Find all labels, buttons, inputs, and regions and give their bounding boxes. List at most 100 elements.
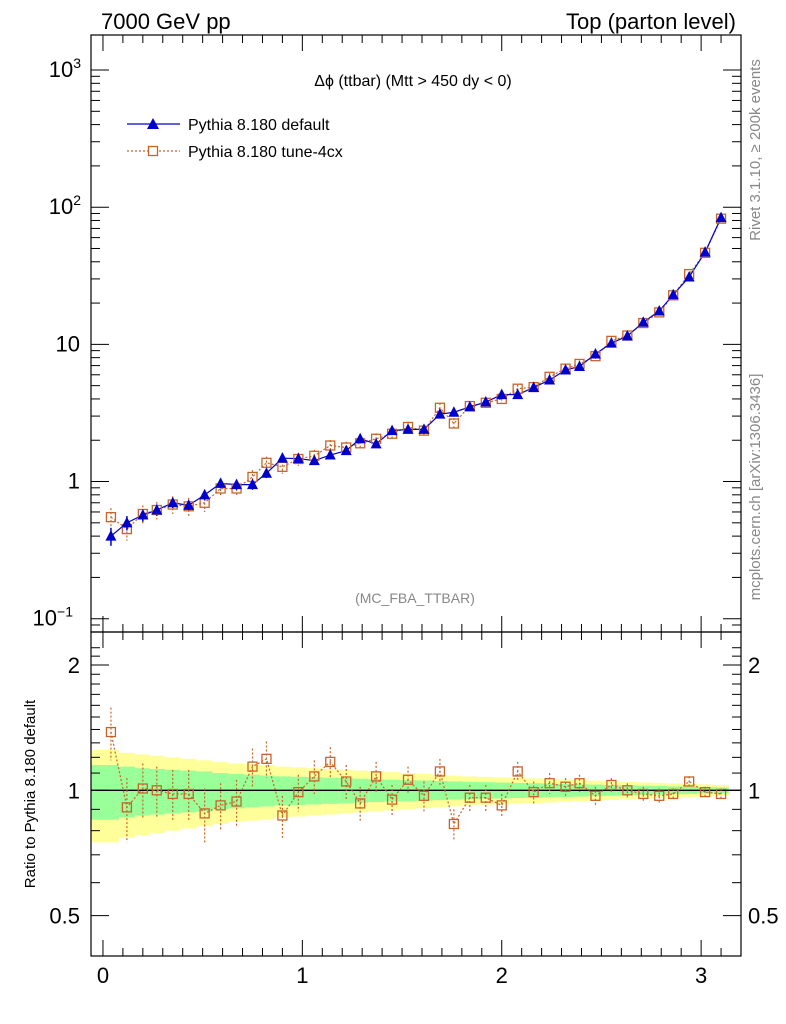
ratio-xtick-label: 3 — [695, 963, 707, 988]
marker-default — [231, 478, 243, 490]
main-axes: 10−1 1 10 102 103 — [33, 35, 741, 632]
ratio-marker-tune — [309, 771, 320, 782]
marker-default — [151, 504, 163, 515]
ratio-ytick-label-right: 1 — [748, 778, 760, 803]
marker-default — [637, 316, 649, 327]
marker-default — [386, 424, 398, 436]
band-inner — [196, 771, 213, 812]
mcplots-label: mcplots.cern.ch [arXiv:1306.3436] — [747, 374, 764, 601]
marker-default — [199, 488, 211, 500]
ratio-marker-tune — [638, 788, 649, 800]
legend-marker-tune — [147, 145, 159, 157]
marker-default — [715, 211, 727, 223]
marker-default — [667, 288, 679, 300]
ratio-marker-tune — [512, 766, 523, 777]
ratio-ytick-label-left: 1 — [68, 778, 80, 803]
main-ytick-label: 10 — [56, 331, 80, 356]
marker-default — [560, 364, 572, 375]
marker-default — [448, 406, 460, 417]
marker-default — [308, 454, 320, 466]
main-ytick-label: 10−1 — [33, 604, 74, 631]
chart-title: Δϕ (ttbar) (Mtt > 450 dy < 0) — [314, 73, 512, 90]
ratio-marker-tune — [434, 766, 446, 777]
marker-default — [105, 530, 117, 541]
marker-default — [292, 452, 304, 464]
main-ytick-label: 103 — [49, 55, 81, 82]
marker-default — [418, 423, 430, 434]
marker-default — [354, 432, 366, 444]
marker-default — [121, 516, 133, 528]
ratio-marker-tune — [325, 756, 336, 768]
band-inner — [259, 775, 275, 807]
marker-default — [544, 373, 556, 385]
main-panel: 10−1 1 10 102 103 Δϕ (ttbar) (Mtt > 450 dy <… — [33, 34, 742, 633]
rivet-label: Rivet 3.1.10, ≥ 200k events — [747, 59, 764, 241]
ratio-marker-tune — [654, 790, 665, 801]
marker-default — [247, 478, 259, 490]
ratio-marker-tune — [684, 776, 695, 787]
marker-default — [370, 437, 382, 449]
ratio-marker-tune — [699, 786, 711, 798]
legend-label-default: Pythia 8.180 default — [188, 117, 330, 134]
ratio-marker-tune — [464, 792, 475, 803]
marker-default — [699, 246, 711, 257]
watermark-label: (MC_FBA_TTBAR) — [355, 590, 475, 606]
ratio-marker-tune — [528, 786, 539, 798]
ratio-marker-tune — [386, 794, 398, 805]
marker-default — [137, 509, 149, 520]
ratio-marker-tune — [121, 802, 133, 813]
marker-default — [683, 270, 695, 282]
header-left-label: 7000 GeV pp — [101, 9, 231, 34]
legend: Pythia 8.180 default Pythia 8.180 tune-4… — [127, 117, 343, 161]
ratio-marks — [91, 707, 741, 843]
ratio-marker-tune — [231, 796, 242, 807]
marker-tune — [105, 511, 117, 523]
ratio-frame — [90, 631, 742, 957]
marker-default — [573, 360, 585, 371]
ratio-marker-tune — [183, 788, 194, 800]
marker-default — [496, 388, 508, 400]
ratio-marker-tune — [418, 790, 430, 801]
marker-default — [653, 305, 665, 316]
band-inner — [91, 765, 119, 820]
ratio-marker-tune — [560, 781, 571, 792]
marker-default — [528, 381, 540, 392]
ratio-xtick-label: 2 — [496, 963, 508, 988]
ratio-marker-tune — [606, 779, 617, 791]
marker-default — [324, 449, 336, 460]
ratio-marker-tune — [448, 818, 460, 830]
series-line-tune — [110, 218, 722, 530]
ratio-line-tune — [110, 731, 722, 826]
legend-label-tune: Pythia 8.180 tune-4cx — [188, 144, 343, 161]
marker-default — [215, 477, 227, 488]
ratio-ytick-label-left: 0.5 — [49, 904, 80, 929]
ratio-marker-tune — [167, 788, 178, 800]
marker-default — [464, 400, 476, 412]
main-ytick-label: 102 — [49, 192, 81, 219]
ratio-xtick-label: 0 — [97, 963, 109, 988]
ratio-marker-tune — [293, 786, 304, 798]
marker-default — [589, 348, 601, 359]
marker-default — [276, 452, 288, 463]
ratio-marker-tune — [544, 778, 555, 789]
ratio-marker-tune — [355, 798, 366, 809]
header-right-label: Top (parton level) — [566, 9, 736, 34]
marker-default — [402, 423, 414, 434]
ratio-marker-tune — [590, 790, 601, 801]
legend-marker-default — [147, 118, 159, 129]
band-inner — [244, 774, 260, 808]
marker-tune — [448, 418, 460, 429]
marker-default — [340, 444, 352, 456]
ratio-marker-tune — [105, 726, 117, 738]
ratio-marker-tune — [247, 761, 258, 772]
ratio-marker-tune — [668, 788, 679, 800]
ratio-marker-tune — [199, 808, 210, 819]
ratio-axes: 0.5 0.5 1 1 2 2 0 1 2 3 — [49, 632, 779, 988]
ratio-marker-tune — [341, 776, 352, 787]
ratio-marker-tune — [261, 753, 272, 765]
ratio-marker-tune — [496, 800, 507, 811]
ratio-marker-tune — [622, 785, 633, 796]
ratio-marker-tune — [715, 788, 727, 800]
marker-default — [605, 337, 617, 348]
